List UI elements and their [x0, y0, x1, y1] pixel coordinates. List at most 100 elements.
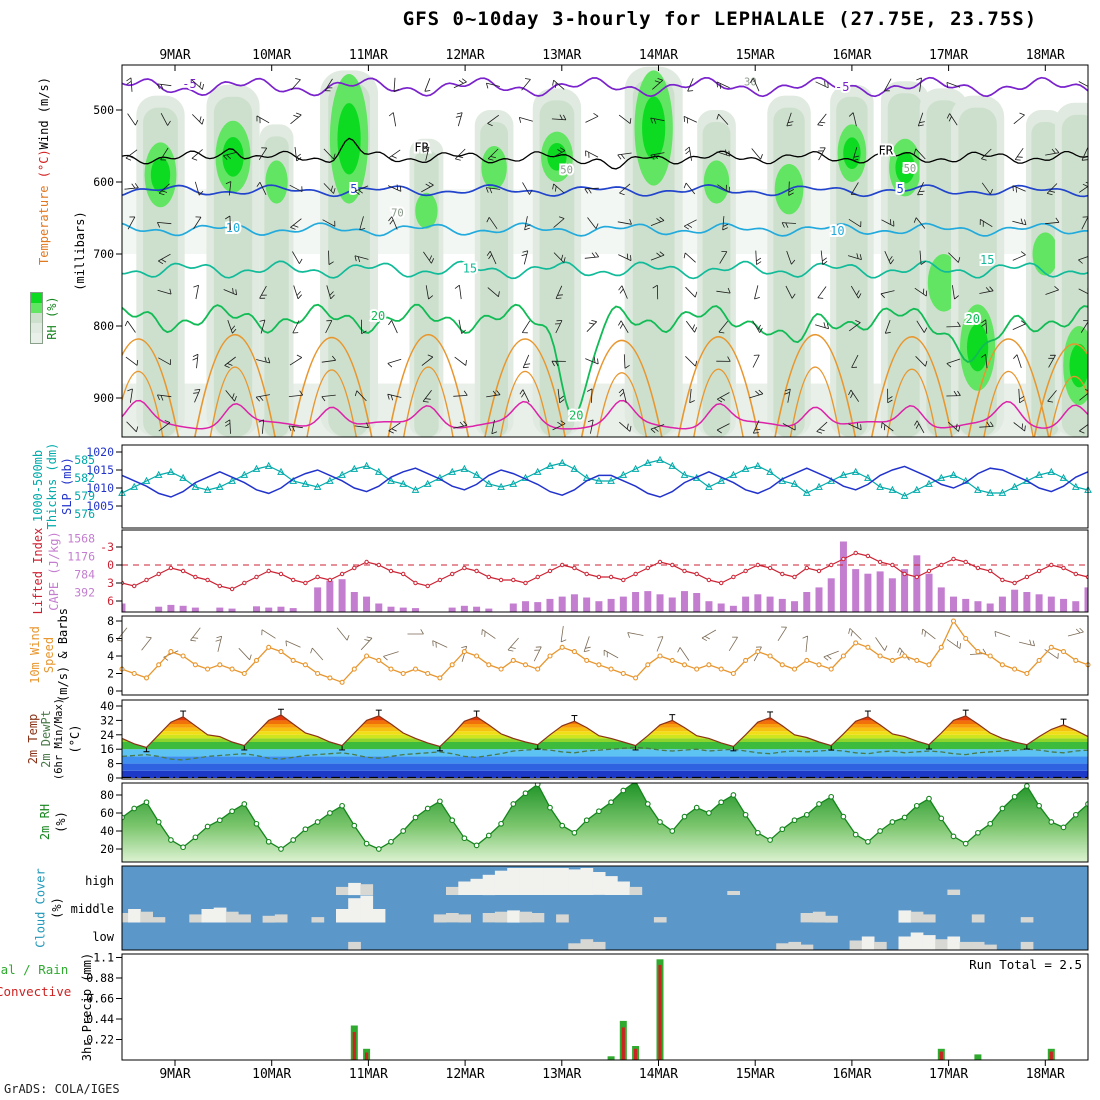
- chart-graphic: [225, 390, 237, 402]
- chart-graphic: [1079, 424, 1088, 434]
- chart-graphic: [449, 662, 455, 668]
- chart-graphic: [652, 78, 664, 90]
- chart-graphic: [754, 594, 762, 612]
- chart-graphic: [902, 653, 908, 659]
- chart-graphic: [584, 571, 589, 577]
- chart-graphic: [559, 644, 565, 650]
- chart-graphic: [254, 574, 259, 580]
- chart-graphic: [222, 137, 244, 177]
- chart-graphic: [1036, 657, 1042, 663]
- chart-graphic: [122, 399, 1088, 430]
- chart-graphic: [352, 565, 357, 571]
- chart-graphic: [683, 116, 697, 124]
- chart-graphic: [194, 181, 204, 196]
- chart-graphic: [1071, 482, 1080, 490]
- wind10m-label-2: Speed: [42, 636, 56, 674]
- chart-graphic: [617, 152, 632, 160]
- chart-graphic: [486, 82, 500, 89]
- axis-label: 585: [74, 453, 95, 467]
- chart-graphic: [914, 657, 920, 663]
- chart-graphic: [669, 828, 676, 834]
- grads-credit: GrADS: COLA/IGES: [4, 1082, 120, 1096]
- thickness-label-1: 1000-500mb: [31, 449, 45, 523]
- chart-graphic: [620, 670, 626, 677]
- panel-border: [121, 699, 1089, 780]
- chart-graphic: [950, 833, 957, 840]
- chart-graphic: [521, 78, 531, 91]
- chart-graphic: [215, 635, 223, 652]
- chart-graphic: [608, 666, 614, 672]
- chart-graphic: [122, 716, 1088, 721]
- chart-graphic: [825, 915, 838, 923]
- chart-graphic: [473, 606, 481, 612]
- temp-units-label: (°C): [68, 724, 82, 754]
- chart-graphic: [917, 182, 925, 196]
- chart-graphic: [979, 421, 994, 428]
- chart-graphic: [310, 647, 324, 661]
- chart-graphic: [766, 596, 774, 612]
- chart-graphic: [507, 910, 520, 923]
- axis-label: 500: [93, 103, 114, 117]
- chart-graphic: [339, 571, 345, 577]
- chart-graphic: [781, 222, 797, 228]
- chart-graphic: [618, 320, 629, 334]
- chart-graphic: [587, 388, 593, 403]
- chart-graphic: [253, 820, 260, 827]
- chart-graphic: [749, 389, 764, 399]
- chart-graphic: [519, 389, 530, 403]
- chart-graphic: [535, 666, 541, 672]
- chart-graphic: [633, 675, 639, 681]
- chart-graphic: [470, 878, 484, 895]
- chart-graphic: [1047, 390, 1057, 403]
- chart-graphic: [962, 598, 970, 612]
- chart-graphic: [727, 891, 740, 895]
- chart-graphic: [446, 886, 459, 895]
- chart-graphic: [387, 333, 470, 437]
- chart-graphic: [895, 151, 915, 184]
- chart-graphic: [400, 670, 406, 677]
- temp2m-label: 2m Temp: [26, 713, 40, 765]
- chart-graphic: [124, 183, 139, 190]
- chart-graphic: [861, 936, 875, 950]
- chart-graphic: [201, 909, 215, 923]
- chart-graphic: [902, 571, 907, 577]
- chart-graphic: [290, 837, 297, 843]
- chart-graphic: [848, 218, 862, 228]
- contour-label: FR: [879, 143, 894, 157]
- chart-graphic: [1020, 941, 1034, 950]
- dewpt-label: 2m DewPt: [39, 710, 53, 768]
- chart-graphic: [963, 559, 968, 565]
- chart-graphic: [1035, 470, 1043, 478]
- chart-graphic: [156, 662, 162, 668]
- chart-graphic: [314, 819, 321, 825]
- chart-graphic: [432, 640, 448, 648]
- chart-graphic: [485, 608, 493, 612]
- chart-graphic: [482, 874, 496, 896]
- chart-graphic: [901, 569, 909, 612]
- chart-graphic: [534, 783, 541, 788]
- axis-label: 16: [100, 742, 114, 756]
- chart-graphic: [507, 868, 520, 895]
- chart-graphic: [966, 323, 989, 372]
- chart-graphic: [987, 653, 993, 659]
- chart-graphic: [716, 113, 729, 125]
- chart-graphic: [323, 148, 336, 160]
- chart-graphic: [122, 714, 1088, 749]
- chart-graphic: [521, 250, 529, 265]
- chart-graphic: [852, 569, 860, 612]
- chart-graphic: [364, 559, 369, 565]
- chart-graphic: [790, 479, 799, 487]
- chart-graphic: [558, 458, 567, 466]
- chart-graphic: [448, 467, 457, 475]
- chart-graphic: [766, 467, 774, 475]
- chart-graphic: [971, 914, 985, 923]
- chart-graphic: [242, 580, 247, 586]
- chart-graphic: [644, 591, 652, 612]
- chart-graphic: [898, 910, 912, 923]
- chart-graphic: [618, 285, 628, 299]
- chart-graphic: [401, 571, 406, 577]
- chart-graphic: [143, 675, 150, 681]
- chart-graphic: [850, 285, 862, 299]
- chart-graphic: [362, 461, 371, 469]
- run-total-text: Run Total = 2.5: [969, 957, 1082, 972]
